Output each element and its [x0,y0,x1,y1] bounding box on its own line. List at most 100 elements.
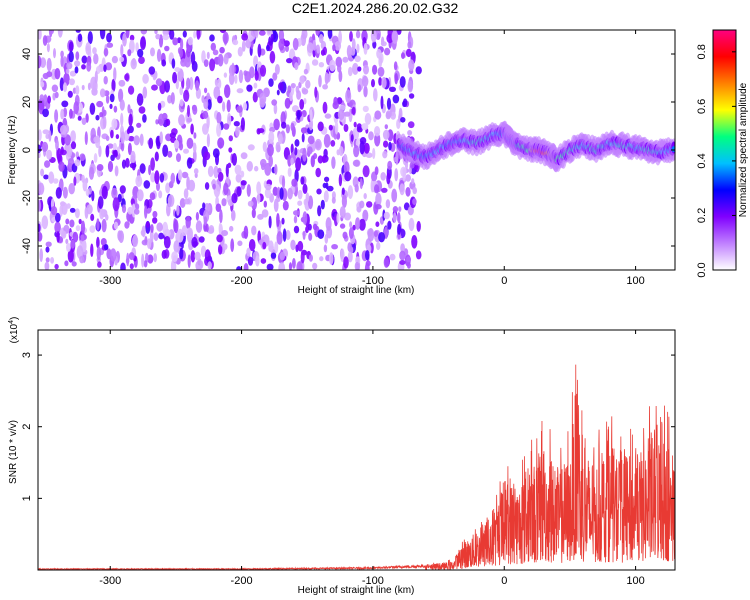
noise-cell [350,134,354,142]
noise-cell [68,41,74,52]
noise-cell [143,180,151,189]
noise-cell [126,128,131,135]
noise-cell [41,141,49,152]
noise-cell [62,186,68,199]
noise-cell [125,157,130,168]
noise-cell [243,225,249,239]
noise-cell [148,66,156,75]
noise-cell [155,78,163,87]
noise-cell [373,88,378,102]
snr-y-axis-title: SNR (10 * v/v) [8,420,19,484]
noise-cell [380,172,387,181]
noise-cell [171,251,179,262]
snr-frame [37,329,676,571]
noise-cell [228,147,233,153]
noise-cell [96,218,100,231]
noise-cell [64,134,71,146]
noise-cell [216,78,222,90]
noise-cell [195,80,200,91]
noise-cell [273,198,279,212]
noise-cell [251,197,258,210]
noise-cell [51,84,59,93]
noise-cell [121,204,127,214]
noise-cell [279,251,285,261]
snr-panel: -300 -200 -100 0 100 1 2 3 Height of straight … [8,317,676,596]
noise-cell [161,249,167,259]
noise-cell [268,78,274,87]
noise-cell [243,263,249,270]
noise-cell [50,257,55,264]
noise-cell [55,187,62,199]
noise-cell [389,86,396,93]
noise-cell [287,154,292,167]
noise-cell [136,122,142,128]
noise-cell [99,112,103,118]
noise-cell [140,36,146,50]
noise-cell [199,260,204,269]
noise-region [38,30,422,270]
noise-cell [381,187,388,193]
noise-cell [132,234,139,247]
x-tick-label: -300 [99,275,121,287]
noise-cell [150,157,156,171]
noise-cell [299,75,305,84]
noise-cell [381,76,387,89]
noise-cell [303,98,307,105]
noise-cell [38,232,43,242]
noise-cell [240,180,247,186]
noise-cell [88,166,95,180]
noise-cell [87,31,93,45]
noise-cell [91,190,95,202]
noise-cell [124,73,129,81]
noise-cell [115,134,120,140]
noise-cell [231,193,238,204]
noise-cell [155,33,161,40]
noise-cell [96,246,102,261]
noise-cell [195,220,203,233]
noise-cell [222,243,228,250]
noise-cell [66,203,71,209]
noise-cell [354,55,361,63]
noise-cell [209,34,215,42]
noise-cell [93,136,100,144]
noise-cell [120,112,124,127]
noise-cell [190,123,194,135]
noise-cell [257,213,264,220]
noise-cell [282,200,289,211]
noise-cell [74,208,80,219]
noise-cell [204,249,211,262]
noise-cell [213,165,219,179]
noise-cell [297,189,303,200]
noise-cell [68,78,75,86]
noise-cell [276,213,280,227]
noise-cell [135,203,140,210]
noise-cell [331,156,336,169]
noise-cell [402,167,406,182]
noise-cell [397,212,401,224]
noise-cell [264,187,271,199]
noise-cell [378,232,386,243]
noise-cell [343,124,349,132]
noise-cell [396,30,402,35]
noise-cell [372,147,376,160]
noise-cell [279,187,284,200]
noise-cell [169,132,176,139]
noise-cell [247,144,255,151]
noise-cell [349,221,353,228]
noise-cell [392,206,399,213]
noise-cell [191,236,198,248]
noise-cell [192,149,197,163]
noise-cell [99,30,106,40]
noise-cell [273,118,280,131]
noise-cell [374,204,382,210]
noise-cell [60,55,64,68]
noise-cell [180,38,184,51]
noise-cell [234,74,238,84]
noise-cell [179,48,184,58]
noise-cell [130,150,136,164]
noise-cell [342,56,349,63]
noise-cell [401,52,405,59]
noise-cell [382,129,390,140]
noise-cell [76,245,84,259]
noise-cell [210,42,216,51]
